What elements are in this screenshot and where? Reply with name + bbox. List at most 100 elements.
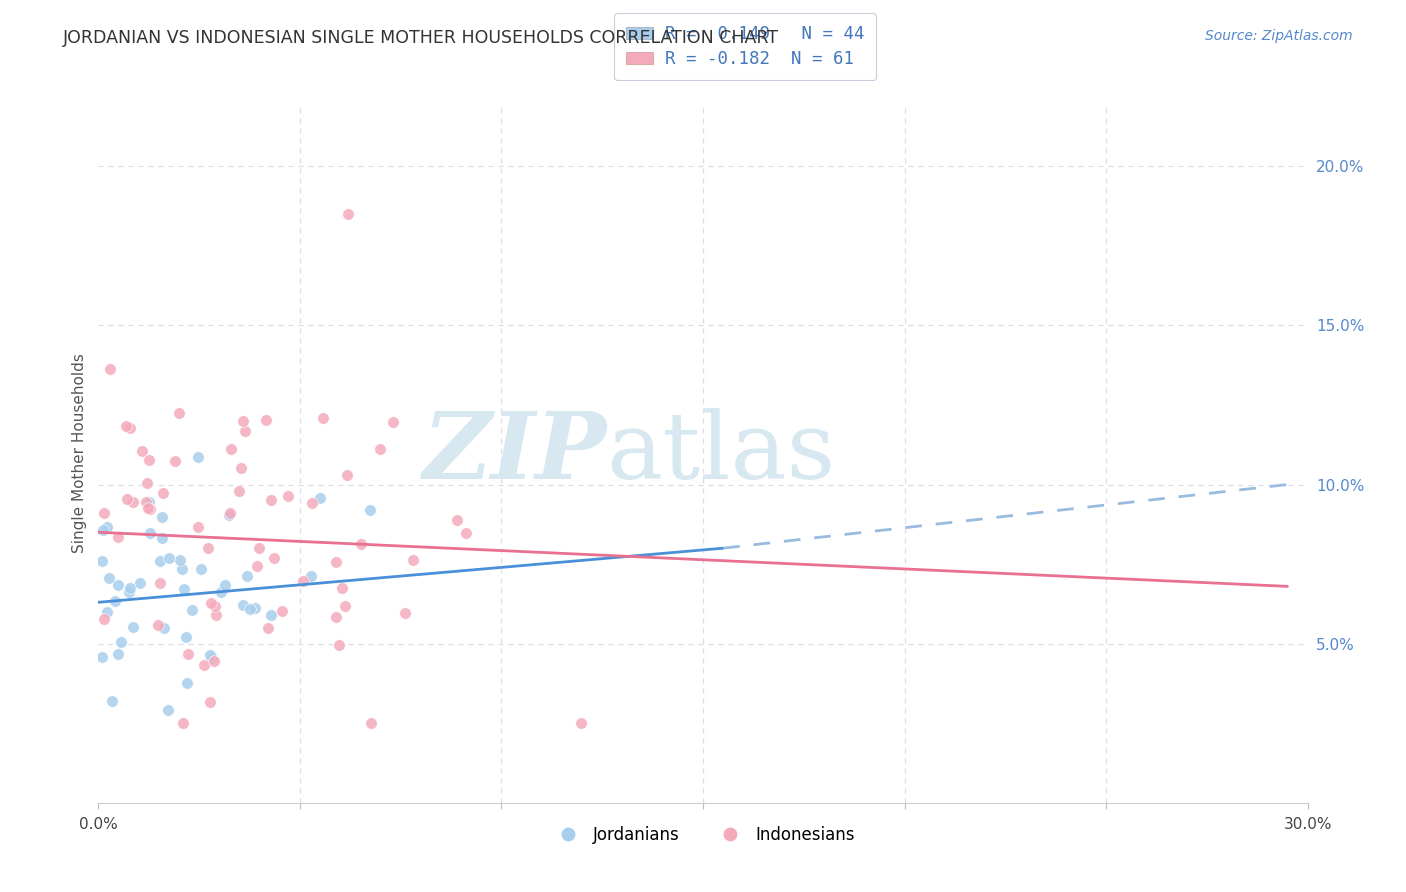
Point bbox=[232, 414, 254, 428]
Point bbox=[231, 461, 253, 475]
Point bbox=[156, 702, 179, 716]
Point bbox=[135, 495, 157, 509]
Point bbox=[394, 606, 416, 620]
Point bbox=[91, 523, 114, 537]
Point bbox=[172, 716, 194, 731]
Point bbox=[454, 526, 477, 541]
Point bbox=[270, 604, 292, 618]
Point bbox=[107, 578, 129, 592]
Point bbox=[330, 581, 353, 595]
Legend: Jordanians, Indonesians: Jordanians, Indonesians bbox=[546, 819, 860, 850]
Point bbox=[291, 574, 314, 588]
Point bbox=[368, 442, 391, 457]
Point bbox=[260, 608, 283, 623]
Point bbox=[202, 654, 225, 668]
Point bbox=[157, 551, 180, 566]
Point bbox=[246, 559, 269, 574]
Point bbox=[312, 410, 335, 425]
Point bbox=[235, 424, 257, 438]
Point bbox=[91, 650, 114, 665]
Point bbox=[569, 716, 592, 731]
Point bbox=[382, 415, 405, 429]
Point bbox=[173, 582, 195, 597]
Point bbox=[446, 513, 468, 527]
Point bbox=[149, 576, 172, 591]
Point bbox=[254, 413, 277, 427]
Point bbox=[333, 599, 356, 614]
Point bbox=[299, 569, 322, 583]
Point bbox=[115, 491, 138, 506]
Point bbox=[301, 496, 323, 510]
Point bbox=[193, 658, 215, 673]
Text: ZIP: ZIP bbox=[422, 408, 606, 498]
Point bbox=[131, 443, 153, 458]
Point bbox=[107, 530, 129, 544]
Point bbox=[325, 556, 347, 570]
Point bbox=[198, 648, 221, 662]
Point bbox=[148, 618, 170, 632]
Point bbox=[172, 562, 194, 576]
Point bbox=[200, 596, 222, 610]
Point bbox=[359, 503, 381, 517]
Point bbox=[115, 419, 138, 434]
Point bbox=[239, 602, 262, 616]
Point bbox=[309, 491, 332, 505]
Point bbox=[138, 453, 160, 467]
Text: Source: ZipAtlas.com: Source: ZipAtlas.com bbox=[1205, 29, 1353, 43]
Point bbox=[93, 612, 115, 626]
Point bbox=[201, 650, 224, 665]
Point bbox=[91, 554, 114, 568]
Point bbox=[257, 621, 280, 635]
Point bbox=[93, 506, 115, 520]
Point bbox=[187, 450, 209, 464]
Point bbox=[337, 207, 360, 221]
Point bbox=[138, 495, 160, 509]
Point bbox=[350, 537, 373, 551]
Point bbox=[139, 526, 162, 541]
Point bbox=[218, 506, 240, 520]
Point bbox=[243, 601, 266, 615]
Point bbox=[120, 420, 142, 434]
Point bbox=[135, 475, 157, 490]
Point bbox=[190, 561, 212, 575]
Point bbox=[198, 695, 221, 709]
Point bbox=[136, 501, 159, 516]
Point bbox=[101, 694, 124, 708]
Point bbox=[153, 621, 176, 635]
Point bbox=[121, 619, 143, 633]
Y-axis label: Single Mother Households: Single Mother Households bbox=[72, 352, 87, 553]
Point bbox=[247, 541, 270, 556]
Point bbox=[197, 541, 219, 555]
Point bbox=[118, 585, 141, 599]
Point bbox=[110, 634, 132, 648]
Point bbox=[177, 648, 200, 662]
Point bbox=[325, 610, 347, 624]
Point bbox=[150, 509, 173, 524]
Point bbox=[402, 553, 425, 567]
Point bbox=[204, 599, 226, 613]
Point bbox=[174, 630, 197, 644]
Point bbox=[328, 638, 350, 652]
Point bbox=[260, 493, 283, 508]
Point bbox=[98, 362, 121, 376]
Text: atlas: atlas bbox=[606, 408, 835, 498]
Point bbox=[96, 519, 118, 533]
Point bbox=[205, 608, 228, 623]
Text: JORDANIAN VS INDONESIAN SINGLE MOTHER HOUSEHOLDS CORRELATION CHART: JORDANIAN VS INDONESIAN SINGLE MOTHER HO… bbox=[63, 29, 779, 46]
Point bbox=[187, 519, 209, 533]
Point bbox=[218, 508, 240, 522]
Point bbox=[228, 484, 250, 499]
Point bbox=[150, 531, 173, 545]
Point bbox=[122, 494, 145, 508]
Point bbox=[236, 569, 259, 583]
Point bbox=[336, 468, 359, 483]
Point bbox=[165, 454, 187, 468]
Point bbox=[277, 489, 299, 503]
Point bbox=[120, 582, 142, 596]
Point bbox=[104, 593, 127, 607]
Point bbox=[152, 486, 174, 500]
Point bbox=[169, 553, 191, 567]
Point bbox=[96, 605, 118, 619]
Point bbox=[98, 571, 121, 585]
Point bbox=[360, 716, 382, 731]
